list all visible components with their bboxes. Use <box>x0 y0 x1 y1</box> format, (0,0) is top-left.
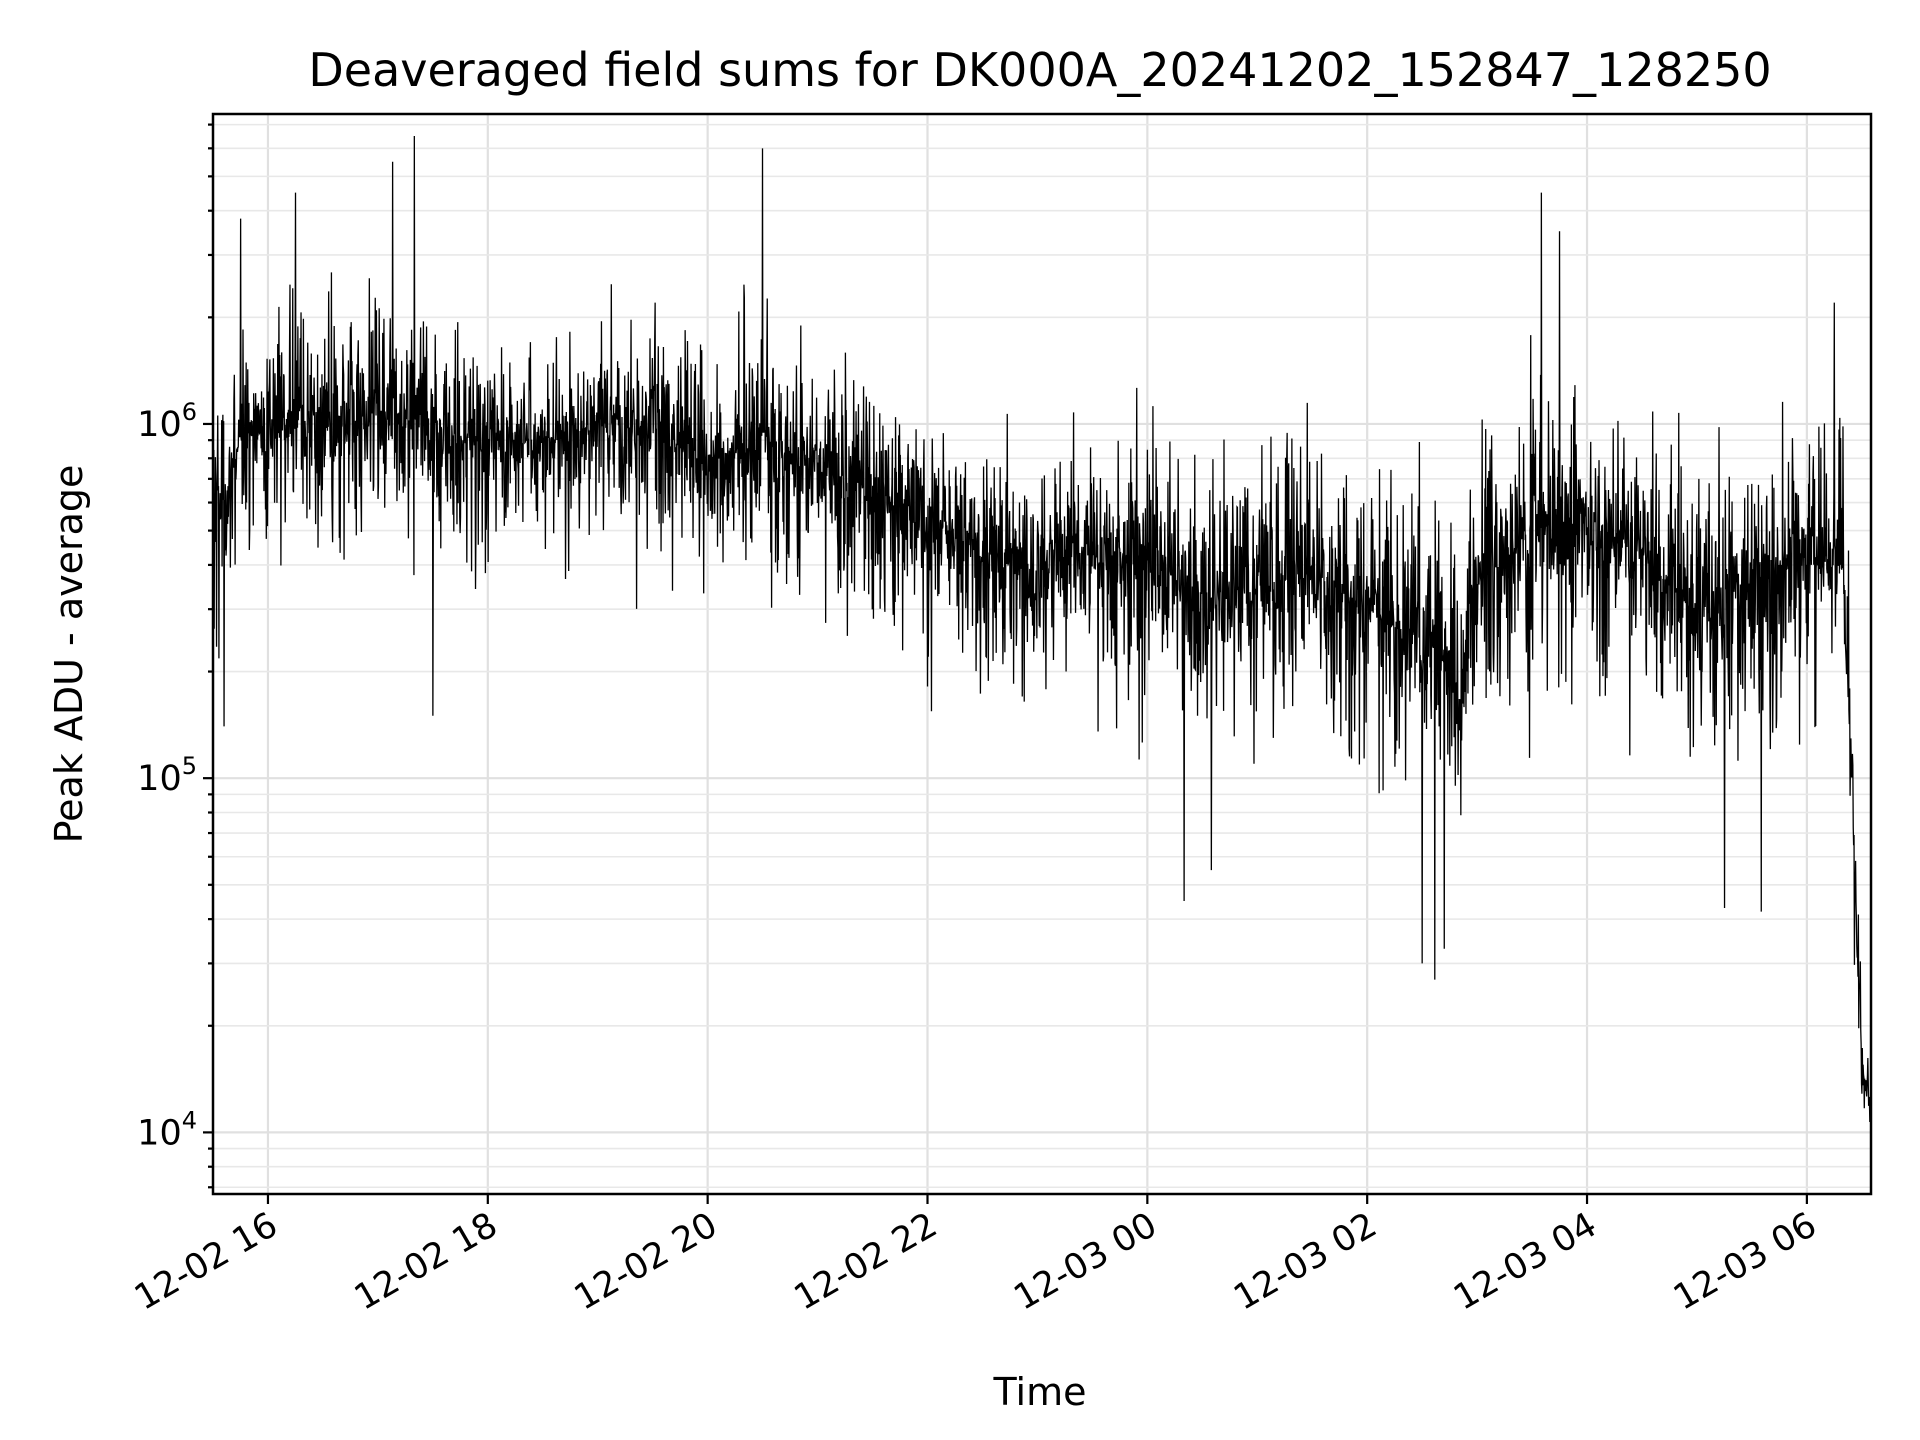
plot-frame <box>211 112 1873 1196</box>
y-tick-label: 105 <box>137 752 197 799</box>
x-tick-label: 12-02 18 <box>348 1205 504 1318</box>
grid <box>213 114 1871 1194</box>
x-tick-label: 12-03 00 <box>1008 1205 1164 1318</box>
x-tick-label: 12-02 22 <box>788 1205 944 1318</box>
series-line <box>213 136 1871 1126</box>
axis-ticks: 12-02 16 12-02 18 12-02 20 12-02 22 12-03 00… <box>128 123 1823 1318</box>
x-tick-label: 12-03 04 <box>1447 1205 1603 1318</box>
y-tick-label: 106 <box>137 398 197 445</box>
x-tick-label: 12-02 16 <box>128 1205 284 1318</box>
x-axis-label: Time <box>993 1370 1087 1414</box>
x-tick-label: 12-02 20 <box>568 1205 724 1318</box>
y-axis-label: Peak ADU - average <box>47 465 91 844</box>
x-tick-label: 12-03 06 <box>1667 1205 1823 1318</box>
series-path <box>213 136 1871 1126</box>
x-tick-label: 12-03 02 <box>1227 1205 1383 1318</box>
chart-title: Deaveraged field sums for DK000A_2024120… <box>308 43 1771 97</box>
y-tick-label: 104 <box>137 1106 197 1153</box>
